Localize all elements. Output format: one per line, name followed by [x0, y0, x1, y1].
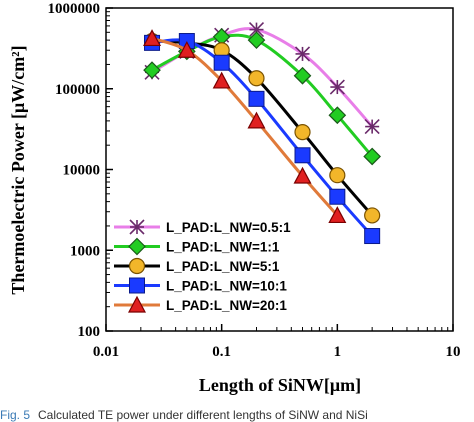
data-point	[177, 40, 196, 58]
y-tick-label: 100000	[55, 82, 100, 98]
data-point	[143, 61, 161, 79]
y-tick-label: 10000	[63, 163, 101, 179]
plot-frame	[105, 7, 454, 332]
data-point	[293, 166, 312, 184]
legend-entry: L_PAD:L_NW=10:1	[114, 277, 287, 294]
x-axis-title: Length of SiNW[μm]	[199, 375, 361, 395]
series-layer	[143, 22, 382, 245]
legend-entry: L_PAD:L_NW=5:1	[114, 257, 280, 275]
figure-caption: Fig. 5 Calculated TE power under differen…	[0, 408, 474, 422]
legend-swatch-marker	[128, 295, 146, 313]
chart: 0.01 0.1 1 10 100 1000 10000 100000 1000000 L_PA…	[8, 1, 461, 395]
legend-swatch-marker	[128, 237, 146, 256]
legend-label: L_PAD:L_NW=20:1	[166, 298, 287, 313]
legend-label: L_PAD:L_NW=0.5:1	[166, 220, 291, 235]
axis-ticks: 0.01 0.1 1 10 100 1000 10000 100000 1000000	[48, 1, 461, 360]
data-point	[248, 70, 265, 87]
data-point	[143, 29, 162, 47]
data-point	[329, 167, 346, 184]
caption-label: Fig. 5	[0, 408, 31, 422]
y-tick-label: 1000000	[48, 1, 101, 17]
data-point	[294, 46, 311, 62]
data-point	[328, 106, 347, 125]
x-tick-label: 0.01	[93, 344, 119, 360]
y-tick-label: 100	[78, 324, 101, 340]
data-point	[294, 124, 311, 141]
data-point	[364, 119, 380, 135]
data-point	[247, 111, 266, 129]
legend-swatch-marker	[128, 257, 146, 275]
series-5	[143, 29, 347, 224]
legend-entry: L_PAD:L_NW=0.5:1	[114, 219, 291, 235]
legend-label: L_PAD:L_NW=5:1	[166, 259, 280, 274]
data-point	[364, 228, 381, 245]
data-point	[248, 22, 265, 38]
legend-swatch-marker	[129, 277, 145, 294]
data-point	[329, 79, 345, 95]
data-point	[247, 31, 266, 49]
caption-text: Calculated TE power under different leng…	[38, 408, 368, 422]
legend-entry: L_PAD:L_NW=1:1	[114, 237, 280, 256]
y-tick-label: 1000	[70, 243, 100, 259]
x-tick-label: 1	[334, 344, 342, 360]
x-tick-label: 10	[446, 344, 461, 360]
data-point	[328, 206, 347, 224]
legend-label: L_PAD:L_NW=1:1	[166, 240, 280, 255]
data-point	[248, 90, 265, 107]
data-point	[213, 54, 230, 71]
data-point	[364, 207, 381, 224]
data-point	[294, 147, 311, 164]
y-axis-title: Thermoelectric Power [μW/cm²]	[8, 45, 28, 294]
data-point	[212, 71, 231, 89]
legend-swatch-marker	[129, 219, 145, 235]
data-point	[329, 188, 346, 205]
data-point	[293, 66, 312, 85]
data-point	[363, 147, 382, 166]
legend-entry: L_PAD:L_NW=20:1	[114, 295, 287, 313]
legend: L_PAD:L_NW=0.5:1 L_PAD:L_NW=1:1 L_PAD:L_NW…	[114, 219, 291, 313]
legend-label: L_PAD:L_NW=10:1	[166, 279, 287, 294]
x-tick-label: 0.1	[212, 344, 231, 360]
